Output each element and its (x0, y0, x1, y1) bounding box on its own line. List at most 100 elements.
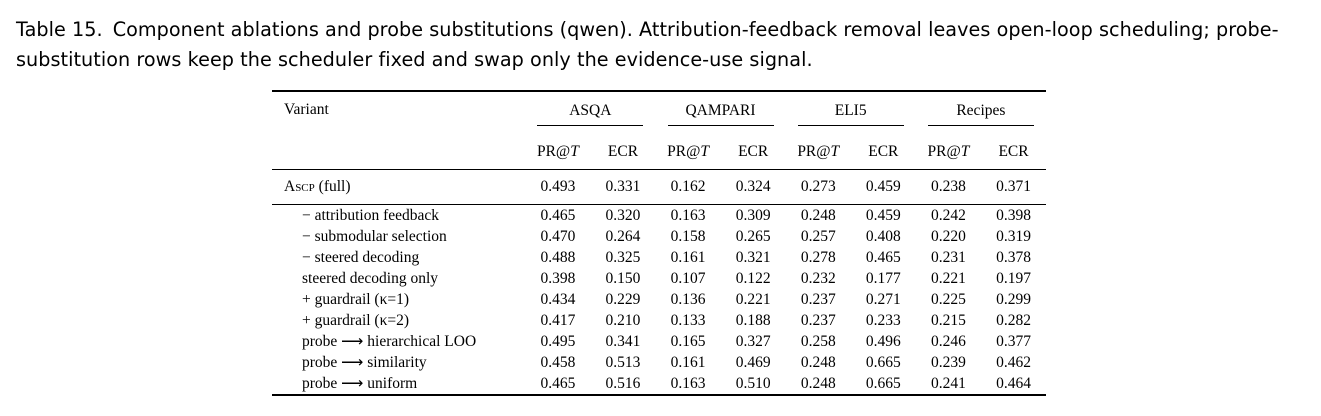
table-cell: 0.221 (930, 269, 966, 287)
table-cell: 0.495 (540, 332, 576, 350)
table-cell: 0.309 (735, 206, 771, 224)
table-cell: 0.434 (540, 290, 576, 308)
variant-label: probe ⟶ hierarchical LOO (302, 333, 477, 350)
variant-label: Ascp (full) (284, 178, 351, 195)
table-row: steered decoding only 0.398 0.150 0.107 … (272, 268, 1046, 289)
table-cell: 0.162 (670, 178, 706, 195)
variant-label: − steered decoding (302, 248, 420, 266)
table-cell: 0.469 (735, 353, 771, 371)
metric-ecr-header: ECR (738, 143, 769, 160)
table-cell: 0.188 (735, 311, 771, 329)
variant-label: steered decoding only (302, 269, 439, 287)
table-cell: 0.665 (865, 353, 901, 371)
metric-pr-header: PR@T (667, 143, 709, 160)
table-cell: 0.265 (735, 227, 771, 245)
table-cell: 0.239 (930, 353, 966, 371)
metric-pr-header: PR@T (797, 143, 840, 160)
table-cell: 0.136 (670, 290, 706, 308)
table-cell: 0.238 (930, 178, 966, 195)
caption-label: Table 15. (16, 18, 103, 41)
table-cell: 0.210 (605, 311, 641, 329)
table-cell: 0.273 (800, 178, 836, 195)
table-cell: 0.161 (670, 353, 706, 371)
table-cell: 0.398 (540, 269, 576, 287)
table-cell: 0.257 (800, 227, 836, 245)
variant-label: probe ⟶ similarity (302, 354, 427, 371)
table-cell: 0.237 (800, 290, 836, 308)
table-cell: 0.165 (670, 332, 706, 350)
metric-pr-header: PR@T (927, 143, 970, 160)
table-cell: 0.462 (996, 353, 1031, 371)
table-cell: 0.241 (930, 374, 966, 392)
table-caption: Table 15. Component ablations and probe s… (16, 15, 1311, 75)
group-header-asqa: ASQA (525, 91, 655, 135)
table-cell: 0.150 (605, 269, 641, 287)
metric-ecr-header: ECR (998, 143, 1029, 160)
table-cell: 0.665 (865, 374, 901, 392)
table-row: − attribution feedback 0.465 0.320 0.163… (272, 204, 1046, 227)
table-row: + guardrail (κ=2) 0.417 0.210 0.133 0.18… (272, 310, 1046, 331)
table-cell: 0.459 (865, 206, 901, 224)
table-cell: 0.458 (540, 353, 576, 371)
variant-label: + guardrail (κ=2) (302, 311, 410, 329)
table-cell: 0.161 (670, 248, 706, 266)
table-cell: 0.327 (735, 332, 771, 350)
group-header-recipes: Recipes (916, 91, 1046, 135)
caption-text: Component ablations and probe substituti… (16, 18, 1279, 71)
table-cell: 0.163 (670, 206, 706, 224)
table-cell: 0.465 (540, 374, 576, 392)
table-cell: 0.258 (800, 332, 836, 350)
table-row: − steered decoding 0.488 0.325 0.161 0.3… (272, 247, 1046, 268)
table-cell: 0.325 (605, 248, 641, 266)
table-cell: 0.246 (930, 332, 966, 350)
table-cell: 0.231 (930, 248, 966, 266)
table-cell: 0.299 (996, 290, 1031, 308)
table-cell: 0.264 (605, 227, 641, 245)
table-cell: 0.510 (735, 374, 771, 392)
table-cell: 0.225 (930, 290, 966, 308)
metric-header-row: PR@T ECR PR@T ECR PR@T ECR PR@T ECR (272, 135, 1046, 170)
table-cell: 0.229 (605, 290, 641, 308)
table-cell: 0.248 (800, 206, 836, 224)
table-cell: 0.465 (865, 248, 901, 266)
table-cell: 0.242 (930, 206, 966, 224)
table-row: + guardrail (κ=1) 0.434 0.229 0.136 0.22… (272, 289, 1046, 310)
variant-label: + guardrail (κ=1) (302, 290, 410, 308)
table-cell: 0.122 (735, 269, 771, 287)
table-cell: 0.496 (865, 332, 901, 350)
table-row: probe ⟶ uniform 0.465 0.516 0.163 0.510 … (272, 373, 1046, 395)
table-cell: 0.377 (996, 332, 1031, 350)
table-cell: 0.378 (996, 248, 1031, 266)
table-cell: 0.278 (800, 248, 836, 266)
table-cell: 0.271 (865, 290, 901, 308)
table-cell: 0.465 (540, 206, 576, 224)
table-cell: 0.319 (996, 227, 1031, 245)
table-cell: 0.197 (996, 269, 1031, 287)
group-header-qampari: QAMPARI (655, 91, 785, 135)
table-cell: 0.321 (735, 248, 771, 266)
table-cell: 0.371 (996, 178, 1031, 195)
variant-header: Variant (284, 101, 329, 118)
table-cell: 0.516 (605, 374, 641, 392)
table-cell: 0.417 (540, 311, 576, 329)
table-cell: 0.470 (540, 227, 576, 245)
group-header-row: Variant ASQA QAMPARI ELI5 Recipes (272, 91, 1046, 135)
table-cell: 0.324 (735, 178, 771, 195)
ablation-rows: − attribution feedback 0.465 0.320 0.163… (272, 204, 1046, 395)
table-cell: 0.459 (865, 178, 901, 195)
table-row: − submodular selection 0.470 0.264 0.158… (272, 226, 1046, 247)
table-cell: 0.341 (605, 332, 641, 350)
table-cell: 0.320 (605, 206, 641, 224)
table-cell: 0.398 (996, 206, 1031, 224)
table-cell: 0.232 (800, 269, 836, 287)
table-cell: 0.221 (735, 290, 771, 308)
table-row: probe ⟶ hierarchical LOO 0.495 0.341 0.1… (272, 331, 1046, 352)
table-cell: 0.331 (605, 178, 641, 195)
variant-label: − attribution feedback (302, 206, 439, 224)
table-row: probe ⟶ similarity 0.458 0.513 0.161 0.4… (272, 352, 1046, 373)
table-cell: 0.177 (865, 269, 901, 287)
table-cell: 0.163 (670, 374, 706, 392)
table-cell: 0.248 (800, 353, 836, 371)
table-cell: 0.493 (540, 178, 576, 195)
table-cell: 0.282 (996, 311, 1031, 329)
